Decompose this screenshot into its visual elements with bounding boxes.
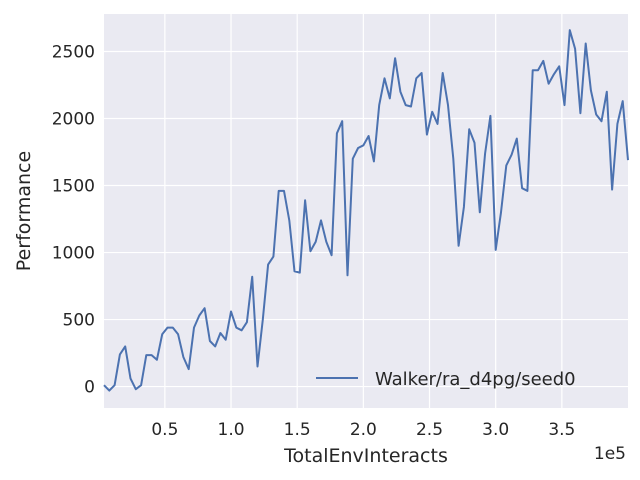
y-tick-label: 0: [84, 378, 95, 398]
legend: Walker/ra_d4pg/seed0: [316, 369, 576, 390]
x-tick-label: 3.5: [548, 420, 575, 440]
series-line: [103, 29, 629, 392]
y-tick-label: 500: [63, 311, 95, 331]
y-tick-labels: 0 500 1000 1500 2000 2500: [52, 43, 95, 398]
y-tick-label: 1000: [52, 244, 95, 264]
x-tick-labels: 0.5 1.0 1.5 2.0 2.5 3.0 3.5: [151, 420, 575, 440]
y-tick-label: 2500: [52, 43, 95, 63]
x-axis-label: TotalEnvInteracts: [283, 445, 448, 467]
legend-label: Walker/ra_d4pg/seed0: [375, 369, 576, 390]
x-tick-label: 1.5: [284, 420, 311, 440]
x-axis-offset-text: 1e5: [594, 444, 626, 464]
x-tick-label: 3.0: [482, 420, 509, 440]
series-group: [103, 29, 629, 392]
y-tick-label: 2000: [52, 110, 95, 130]
y-tick-label: 1500: [52, 177, 95, 197]
x-tick-label: 1.0: [218, 420, 245, 440]
x-tick-label: 2.5: [416, 420, 443, 440]
y-axis-label: Performance: [13, 151, 35, 271]
x-tick-label: 2.0: [350, 420, 377, 440]
plot-background: [104, 14, 628, 408]
grid-lines: [104, 14, 628, 408]
x-tick-label: 0.5: [151, 420, 178, 440]
